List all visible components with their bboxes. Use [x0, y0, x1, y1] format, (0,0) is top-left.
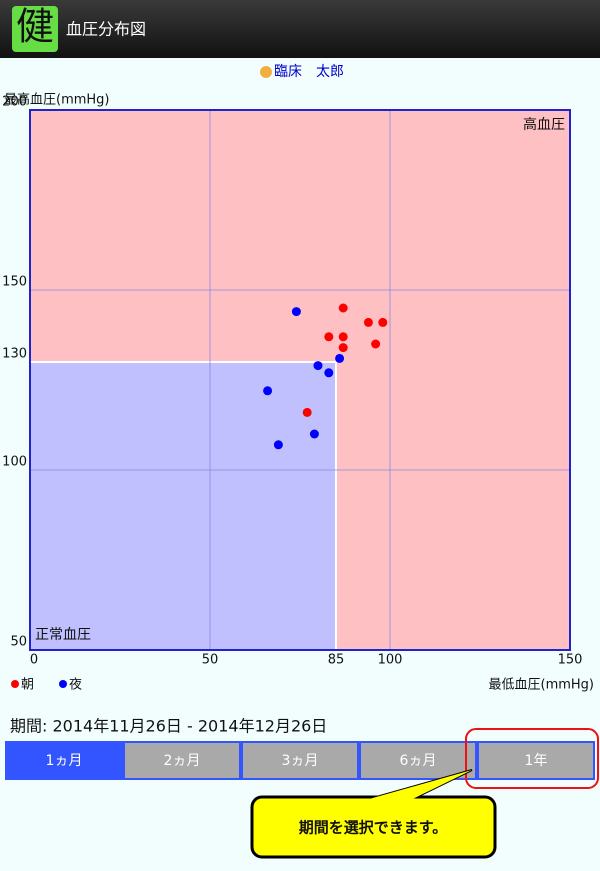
- app-bar: [0, 0, 600, 58]
- period-button[interactable]: [241, 741, 359, 780]
- legend-marker: [11, 680, 19, 688]
- user-name: 臨床 太郎: [274, 64, 344, 80]
- legend-marker: [59, 680, 67, 688]
- period-button-label[interactable]: 6ヵ月: [400, 753, 437, 769]
- point: [335, 353, 345, 363]
- screen-title: 血圧分布図: [66, 20, 146, 39]
- callout-pointer-fill: [330, 770, 472, 810]
- x-tick-label: 85: [328, 653, 345, 668]
- user-icon: [260, 66, 272, 78]
- point: [338, 303, 348, 313]
- callout-text: 期間を選択できます。: [299, 819, 448, 837]
- app-icon: [12, 6, 58, 52]
- plot-frame: [29, 109, 571, 651]
- x-tick-label: 100: [378, 653, 403, 668]
- point: [313, 361, 323, 371]
- region: [29, 361, 337, 651]
- y-axis-label: 最高血圧(mmHg): [4, 92, 110, 108]
- point: [324, 368, 334, 378]
- point: [363, 317, 373, 327]
- period-button[interactable]: [477, 741, 595, 780]
- point: [324, 332, 334, 342]
- app-icon-text: 健: [16, 5, 54, 49]
- period-button-label[interactable]: 1年: [525, 753, 548, 769]
- highlight: [465, 728, 599, 789]
- point: [302, 407, 312, 417]
- y-tick-label: 100: [2, 455, 27, 470]
- y-tick-label: 150: [2, 275, 27, 290]
- x-tick-label: 0: [30, 653, 38, 668]
- region-label: 正常血圧: [35, 627, 91, 643]
- period-button[interactable]: [123, 741, 241, 780]
- period-button[interactable]: [5, 741, 123, 780]
- point: [273, 440, 283, 450]
- period-button-label[interactable]: 3ヵ月: [282, 753, 319, 769]
- x-axis-label: 最低血圧(mmHg): [489, 678, 595, 693]
- point: [378, 317, 388, 327]
- y-tick-label: 50: [10, 635, 27, 650]
- region-label: 高血圧: [523, 116, 565, 133]
- point: [338, 332, 348, 342]
- point: [263, 386, 273, 396]
- period-button-label[interactable]: 1ヵ月: [46, 753, 83, 769]
- callout: [250, 795, 497, 859]
- x-tick-label: 50: [202, 653, 219, 668]
- period: 期間: 2014年11月26日 - 2014年12月26日: [10, 717, 327, 736]
- point: [338, 343, 348, 353]
- legend-label: 夜: [69, 678, 82, 693]
- y-tick-label: 200: [2, 95, 27, 110]
- point: [291, 307, 301, 317]
- legend-label: 朝: [21, 678, 34, 693]
- x-tick-label: 150: [558, 653, 583, 668]
- period-button[interactable]: [359, 741, 477, 780]
- y-tick-label: 130: [2, 347, 27, 362]
- point: [371, 339, 381, 349]
- period-button-label[interactable]: 2ヵ月: [164, 753, 201, 769]
- point: [309, 429, 319, 439]
